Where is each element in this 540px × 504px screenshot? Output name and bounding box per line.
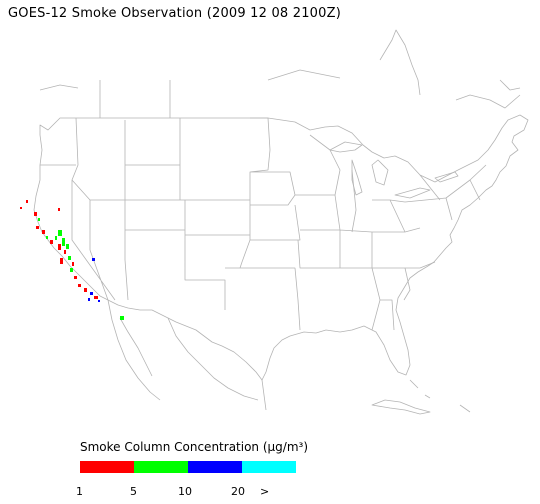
great-lakes — [329, 141, 459, 199]
legend-tick-1: 1 — [76, 485, 83, 498]
legend-tick-20: 20 — [231, 485, 245, 498]
canada-lines — [39, 29, 521, 118]
legend-swatch-5-10 — [134, 461, 188, 473]
legend-swatch-10-20 — [188, 461, 242, 473]
legend-title: Smoke Column Concentration (μg/m³) — [80, 440, 308, 454]
legend-tick-5: 5 — [130, 485, 137, 498]
us-outline — [33, 114, 529, 381]
legend-tick-greater: > — [260, 485, 270, 498]
smoke-pixels — [20, 200, 124, 320]
mexico-outline — [107, 299, 267, 411]
legend-swatch-1-5 — [80, 461, 134, 473]
legend-swatch-over-20 — [242, 461, 296, 473]
caribbean-outline — [371, 379, 471, 415]
state-lines — [40, 117, 487, 331]
smoke-map — [20, 29, 529, 415]
legend-color-bar — [80, 461, 296, 473]
map-title: GOES-12 Smoke Observation (2009 12 08 21… — [8, 6, 341, 21]
legend-tick-10: 10 — [178, 485, 192, 498]
